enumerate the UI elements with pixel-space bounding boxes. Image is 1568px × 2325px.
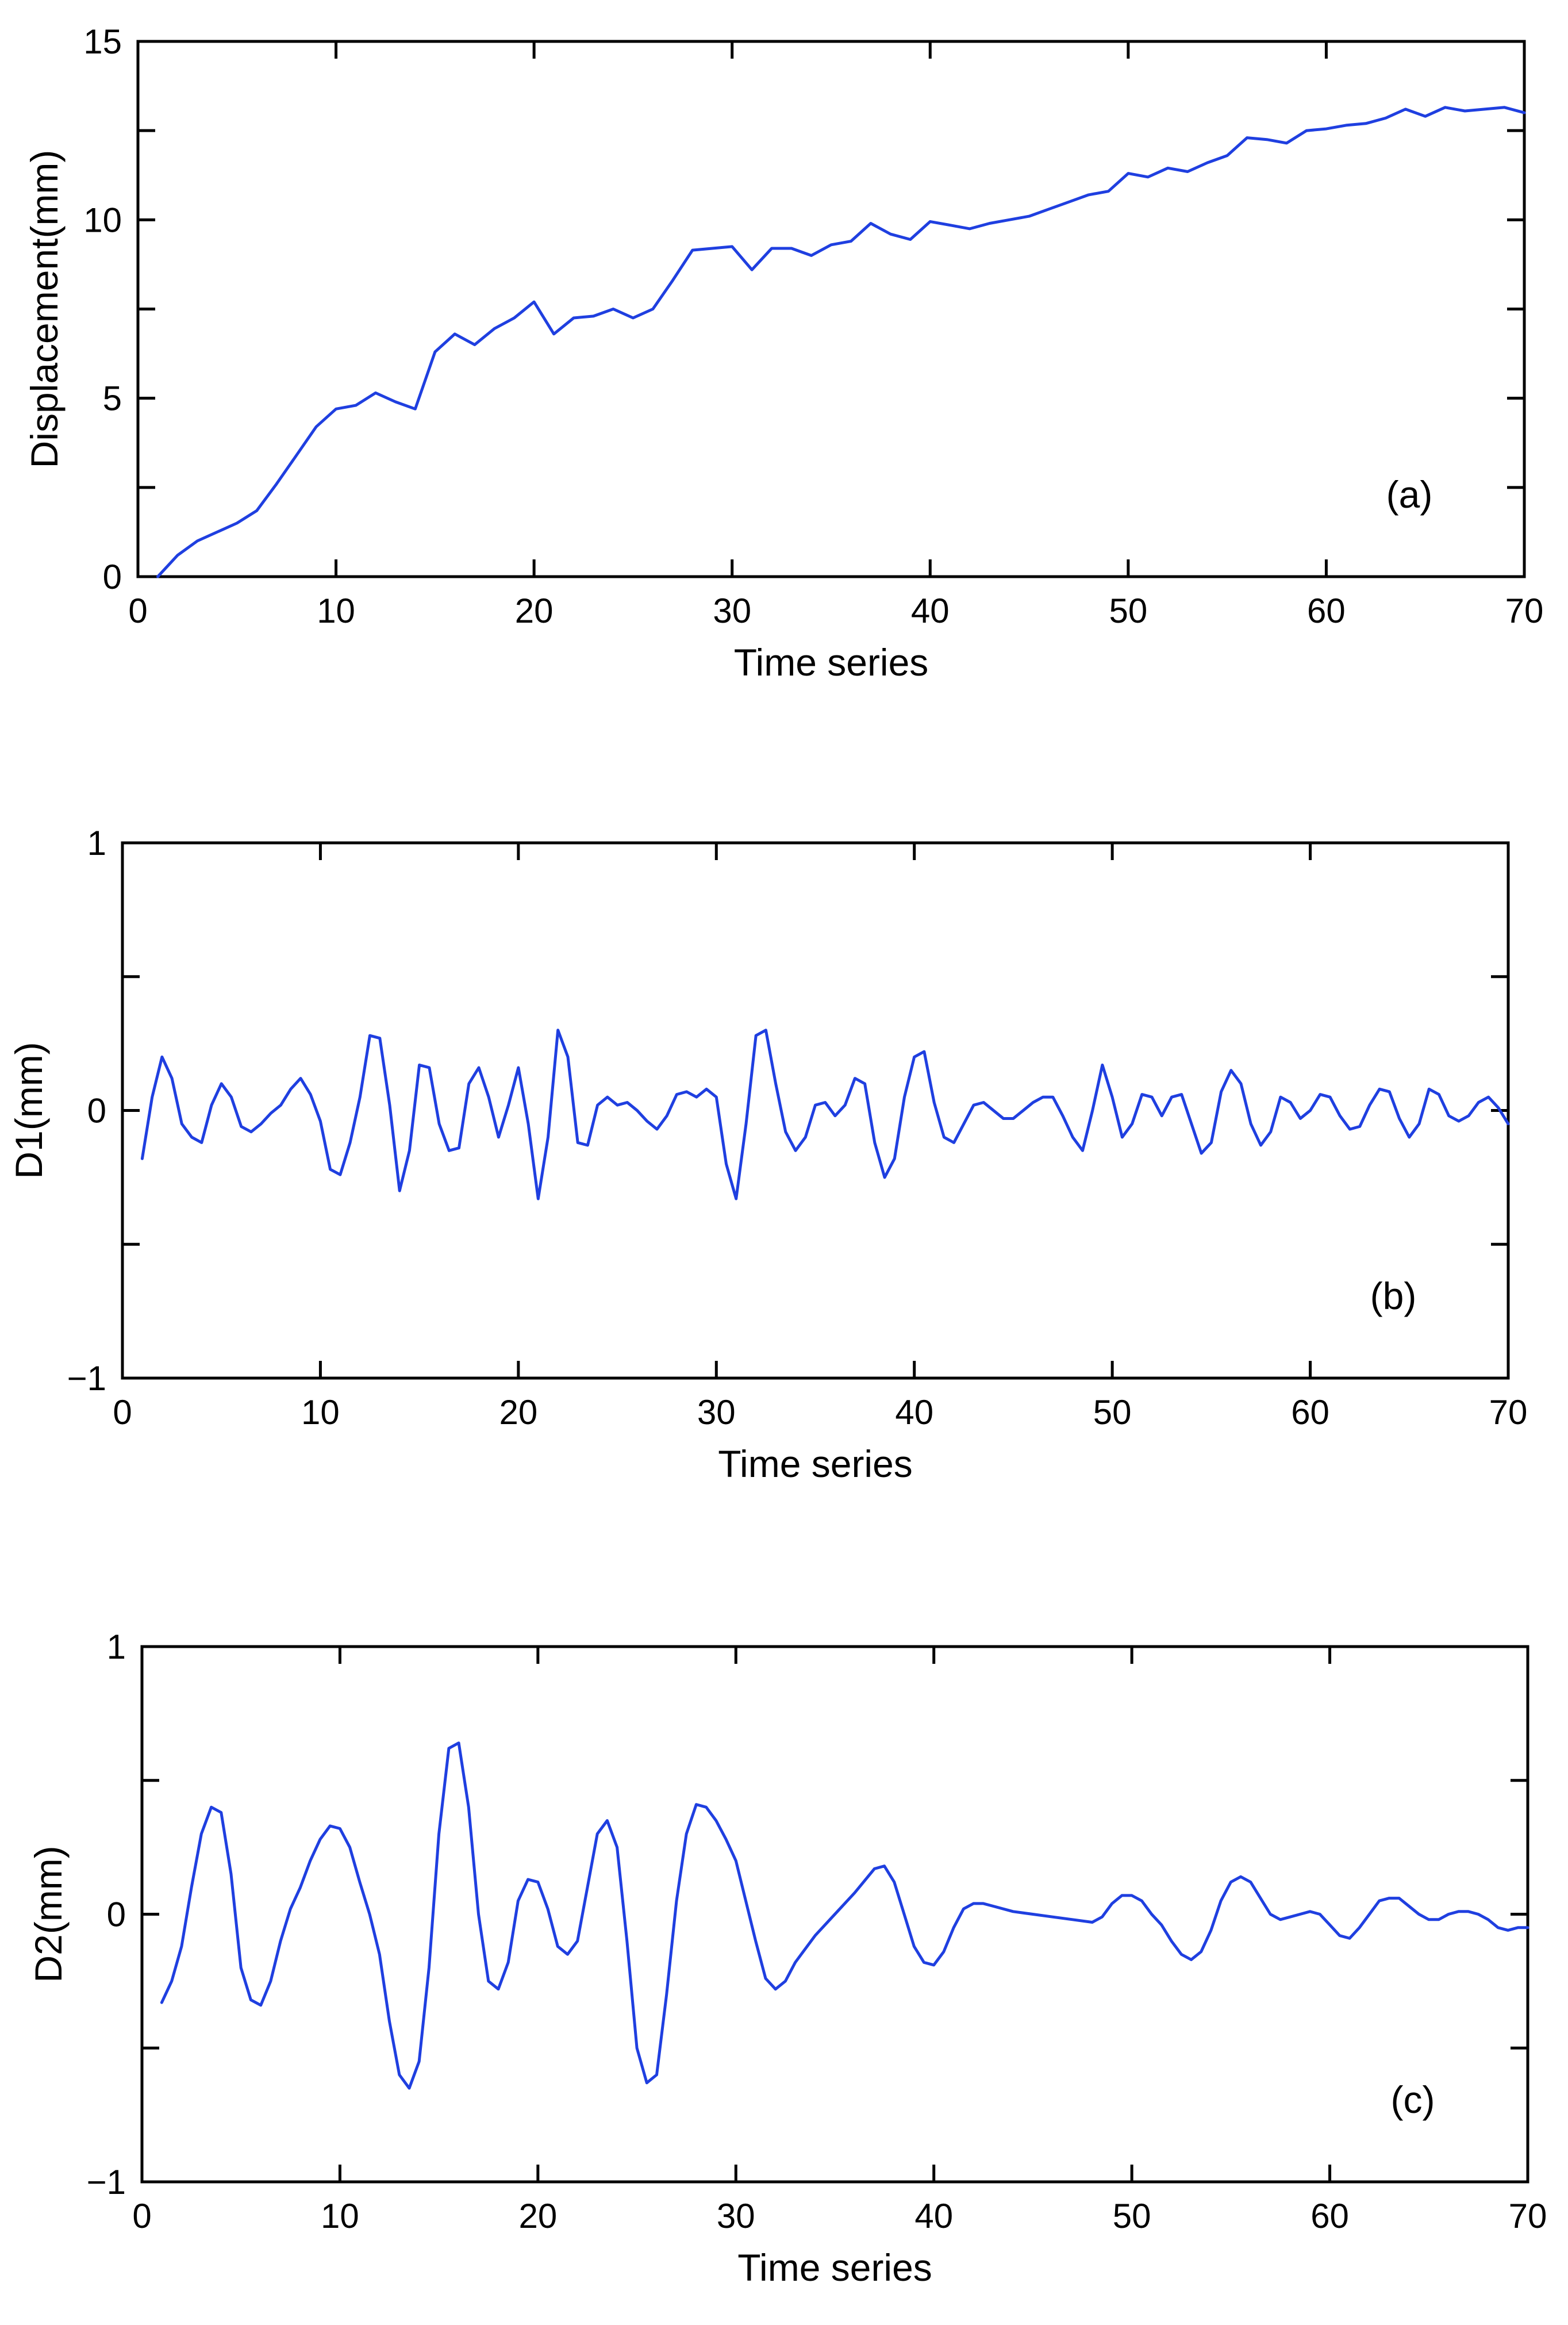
x-tick-label: 30	[717, 2197, 755, 2235]
x-tick-label: 50	[1093, 1393, 1132, 1432]
x-axis-label: Time series	[737, 2246, 932, 2289]
y-tick-label: 0	[87, 1092, 106, 1130]
y-axis-label: D1(mm)	[7, 1042, 50, 1179]
x-tick-label: 20	[515, 592, 554, 630]
series-line-d1	[140, 1029, 1510, 1200]
y-tick-label: 5	[103, 379, 122, 418]
x-tick-label: 30	[697, 1393, 736, 1432]
x-tick-label: 60	[1291, 1393, 1329, 1432]
y-tick-label: 0	[107, 1896, 126, 1934]
y-tick-label: 15	[83, 22, 122, 61]
x-tick-label: 10	[317, 592, 355, 630]
x-tick-label: 70	[1505, 592, 1544, 630]
x-tick-label: 40	[895, 1393, 933, 1432]
x-tick-label: 10	[301, 1393, 340, 1432]
panel-tag: (b)	[1370, 1275, 1417, 1317]
x-tick-label: 20	[499, 1393, 537, 1432]
x-tick-label: 0	[113, 1393, 132, 1432]
y-tick-label: 1	[107, 1628, 126, 1666]
x-tick-label: 40	[914, 2197, 953, 2235]
x-tick-label: 70	[1489, 1393, 1528, 1432]
x-tick-label: 60	[1310, 2197, 1349, 2235]
y-tick-label: 10	[83, 201, 122, 239]
x-axis-label: Time series	[718, 1442, 913, 1485]
x-tick-label: 60	[1307, 592, 1346, 630]
x-tick-label: 0	[132, 2197, 151, 2235]
y-axis-label: Displacement(mm)	[23, 150, 66, 469]
panel-tag: (a)	[1386, 473, 1433, 516]
y-axis-label: D2(mm)	[27, 1846, 70, 1982]
y-tick-label: 1	[87, 824, 106, 862]
x-axis-label: Time series	[734, 641, 929, 684]
y-tick-label: −1	[67, 1359, 106, 1398]
x-tick-label: 50	[1109, 592, 1147, 630]
x-tick-label: 0	[128, 592, 147, 630]
x-tick-label: 50	[1113, 2197, 1151, 2235]
x-tick-label: 10	[321, 2197, 359, 2235]
x-tick-label: 70	[1509, 2197, 1547, 2235]
x-tick-label: 20	[518, 2197, 557, 2235]
panel-tag: (c)	[1391, 2078, 1435, 2121]
x-tick-label: 30	[713, 592, 751, 630]
y-tick-label: −1	[87, 2163, 126, 2201]
panel-a: 0 10 20 30 40 50 60 70 0 5 10 15 Time series Displace…	[23, 22, 1543, 684]
x-tick-label: 40	[911, 592, 950, 630]
series-line-d2	[160, 1741, 1529, 2090]
y-tick-label: 0	[103, 558, 122, 596]
series-line-displacement	[156, 106, 1526, 578]
